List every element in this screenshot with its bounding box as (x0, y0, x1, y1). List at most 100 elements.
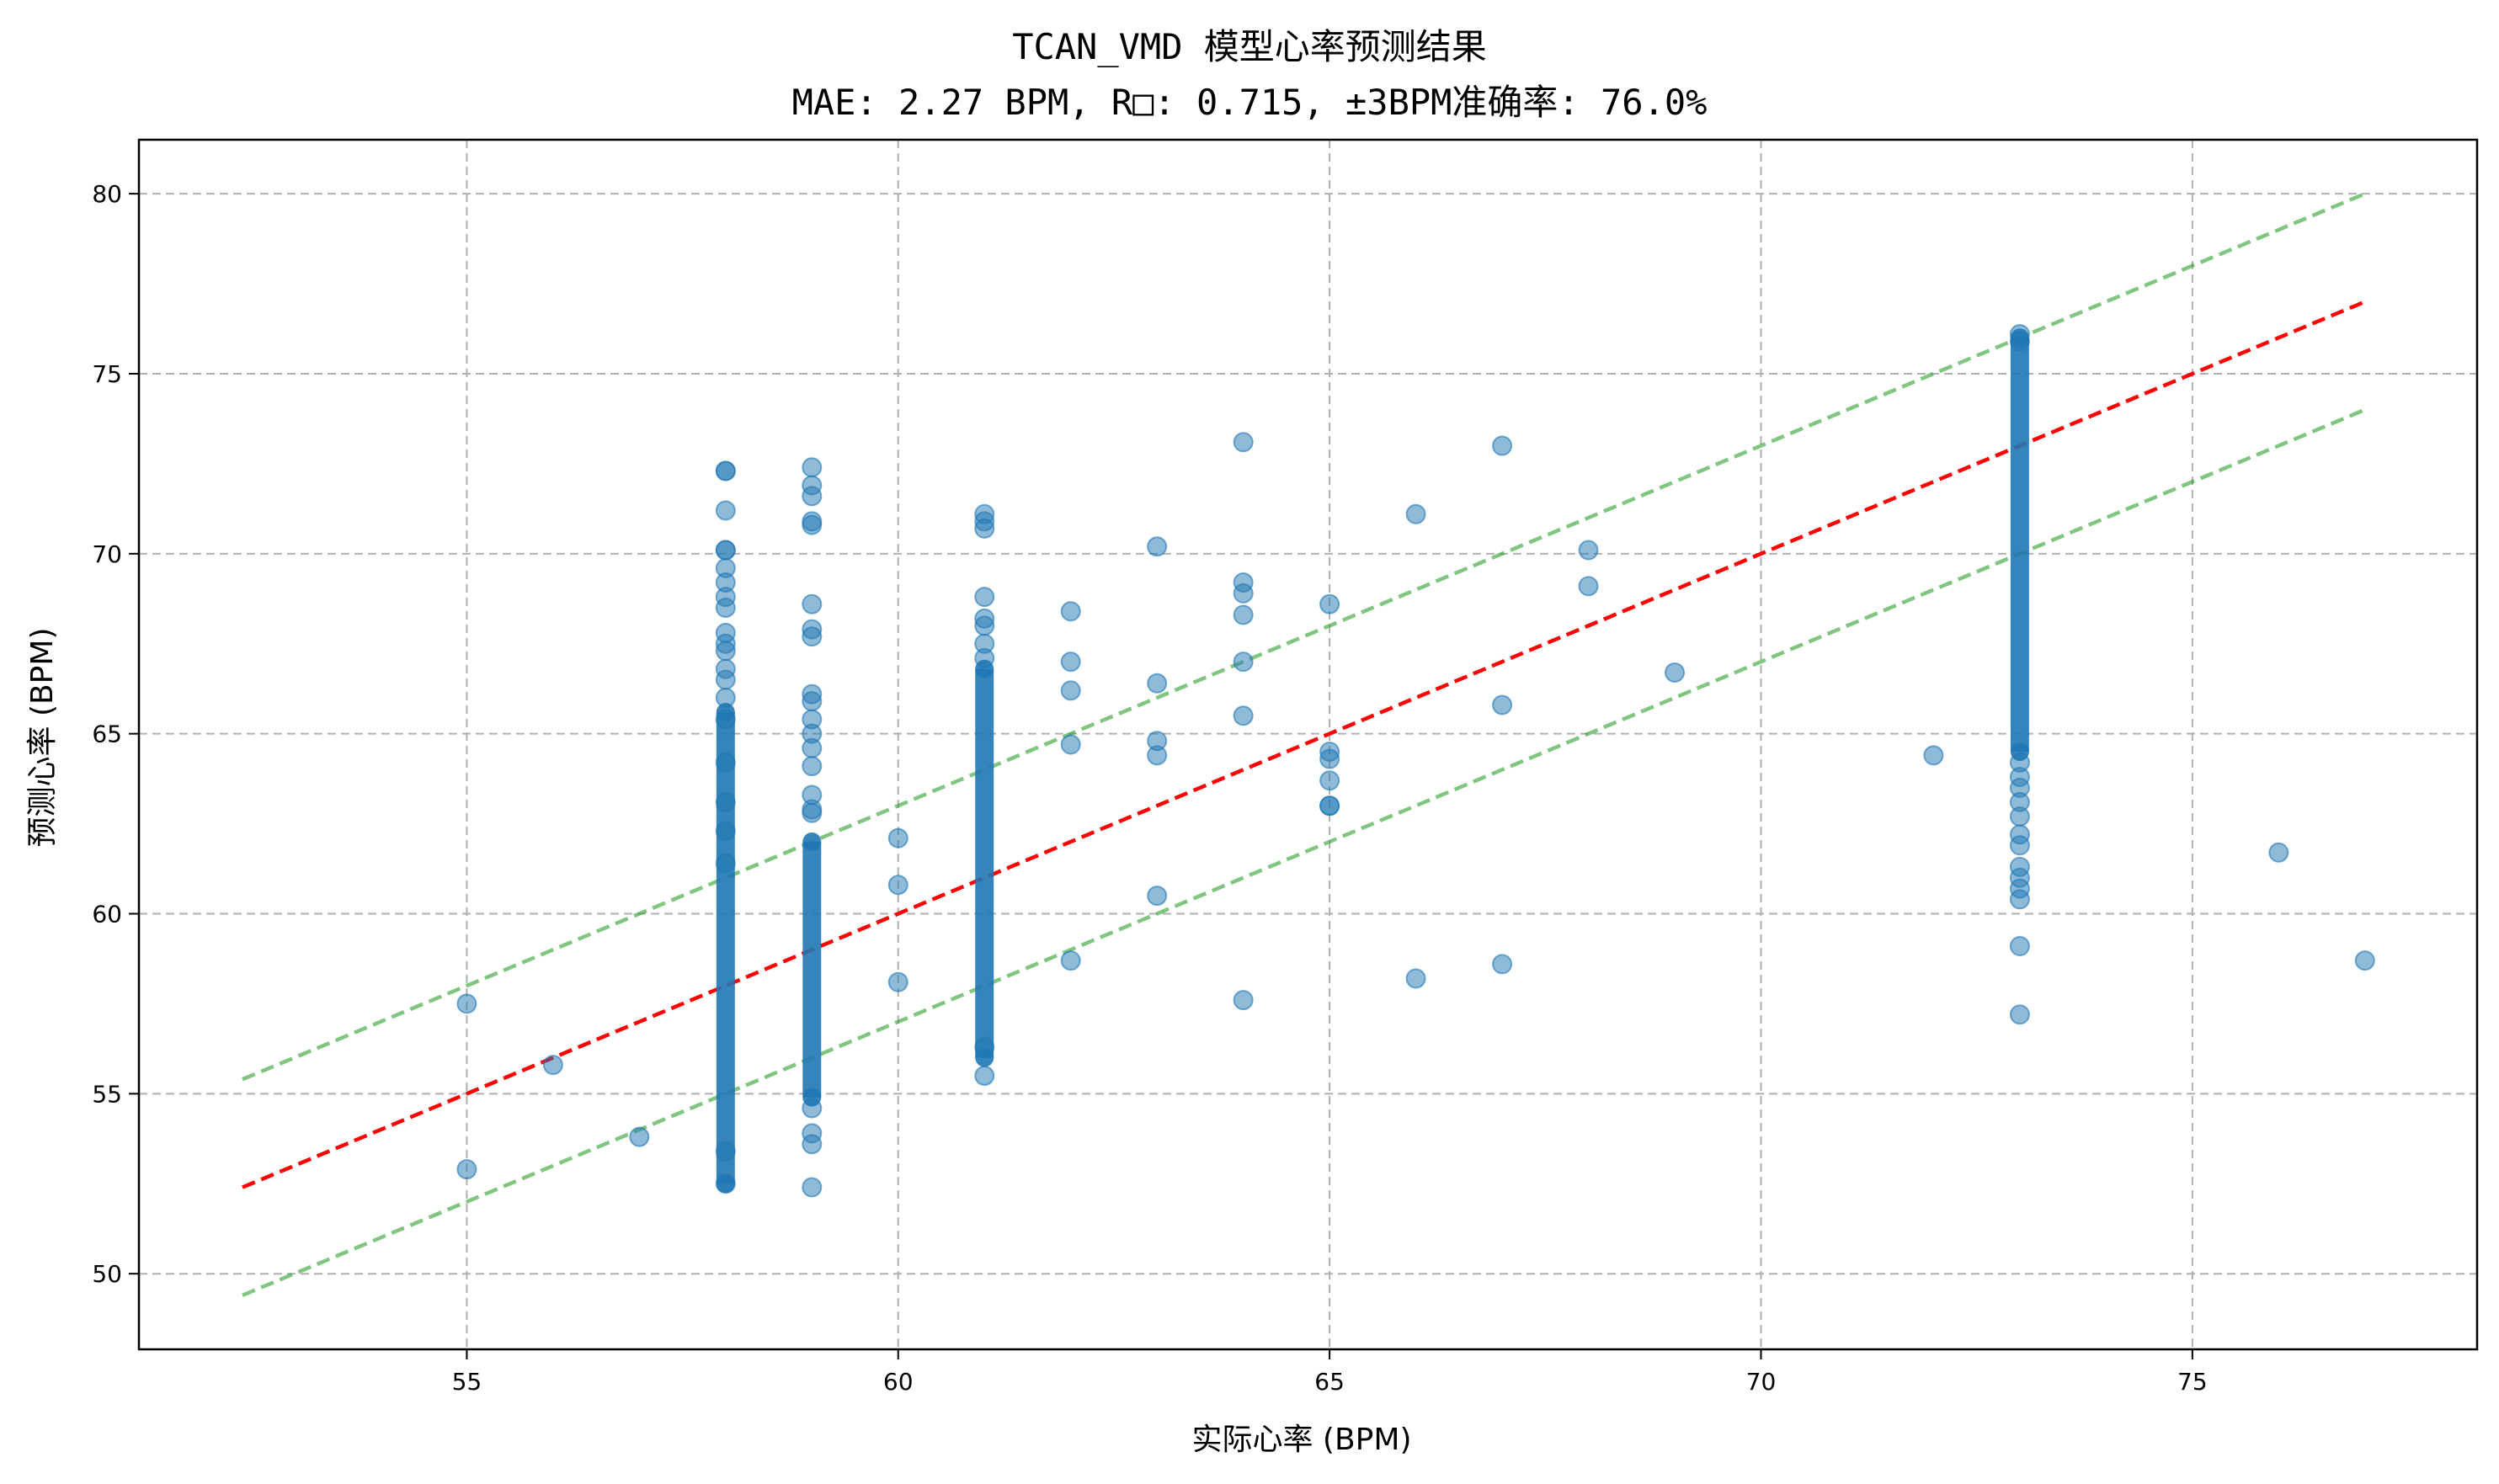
data-point (887, 827, 908, 848)
data-point (2009, 1004, 2030, 1025)
data-point (1492, 435, 1513, 456)
y-tick-label: 70 (92, 540, 122, 568)
data-point (715, 1141, 736, 1162)
data-point (715, 597, 736, 618)
data-point (974, 1036, 995, 1057)
data-point (715, 1173, 736, 1194)
data-point (802, 457, 823, 478)
data-point (542, 1055, 563, 1076)
data-point (456, 993, 477, 1014)
data-point (2268, 842, 2289, 863)
y-tick-label: 65 (92, 721, 122, 748)
data-point (1233, 705, 1254, 726)
data-point (802, 802, 823, 823)
data-point (629, 1126, 650, 1147)
data-point (715, 791, 736, 812)
data-point (715, 709, 736, 730)
data-point (715, 853, 736, 874)
dense-point-column (716, 712, 735, 1184)
data-point (1578, 540, 1599, 561)
data-point (802, 691, 823, 712)
data-point (1060, 601, 1081, 622)
data-point (1060, 950, 1081, 971)
data-point (974, 1065, 995, 1086)
data-point (456, 1159, 477, 1180)
data-point (974, 647, 995, 668)
data-point (802, 756, 823, 777)
x-tick-label: 70 (1746, 1368, 1777, 1396)
data-point (1405, 968, 1426, 989)
data-point (1319, 770, 1340, 791)
data-point (715, 752, 736, 773)
y-tick-label: 80 (92, 180, 122, 208)
ideal-line (242, 300, 2366, 1189)
data-point (715, 821, 736, 842)
reference-lines (242, 192, 2366, 1297)
y-axis-label: 预测心率 (BPM) (25, 627, 60, 847)
data-point (715, 500, 736, 521)
data-point (1578, 576, 1599, 597)
data-point (2009, 806, 2030, 827)
data-point (1147, 745, 1168, 766)
data-point (715, 460, 736, 481)
data-point (802, 737, 823, 758)
y-tick-label: 75 (92, 360, 122, 388)
data-point (1233, 582, 1254, 604)
y-tick-label: 55 (92, 1080, 122, 1108)
data-point (1923, 745, 1944, 766)
data-point (1233, 990, 1254, 1011)
x-tick-label: 75 (2177, 1368, 2208, 1396)
dense-point-column (975, 668, 994, 1058)
data-point (1147, 536, 1168, 557)
x-tick-label: 60 (883, 1368, 914, 1396)
data-point (802, 1098, 823, 1119)
data-point (802, 514, 823, 535)
data-point (887, 971, 908, 992)
data-point (802, 1177, 823, 1198)
data-point (715, 641, 736, 662)
y-axis-ticks: 50 55 60 65 70 75 80 (92, 180, 139, 1288)
data-point (974, 518, 995, 539)
data-point (2354, 950, 2375, 971)
data-point (715, 687, 736, 708)
data-point (1405, 503, 1426, 524)
x-tick-label: 65 (1314, 1368, 1345, 1396)
lower-band-line (242, 407, 2366, 1297)
data-points (456, 323, 2375, 1198)
data-point (1147, 886, 1168, 907)
data-point (2009, 936, 2030, 956)
data-point (1060, 680, 1081, 701)
data-point (974, 587, 995, 608)
x-tick-label: 55 (452, 1368, 482, 1396)
plot-area-frame (137, 138, 2479, 1351)
data-point (802, 1134, 823, 1155)
upper-band-line (242, 192, 2366, 1082)
data-point (802, 832, 822, 851)
data-point (1492, 954, 1513, 975)
data-point (715, 669, 736, 690)
x-axis-ticks: 55 60 65 70 75 (452, 1349, 2208, 1396)
data-point (1233, 604, 1254, 625)
dense-point-column (2010, 338, 2029, 753)
y-tick-label: 50 (92, 1260, 122, 1288)
data-point (1319, 795, 1340, 816)
data-point (1319, 748, 1340, 769)
chart-subtitle: MAE: 2.27 BPM, R□: 0.715, ±3BPM准确率: 76.0… (792, 82, 1708, 123)
data-point (1665, 662, 1686, 683)
data-point (802, 626, 823, 647)
data-point (1492, 694, 1513, 715)
data-point (1319, 593, 1340, 614)
y-tick-label: 60 (92, 901, 122, 928)
data-point (2009, 889, 2030, 910)
data-point (974, 615, 995, 636)
data-point (2009, 835, 2030, 856)
data-point (802, 486, 823, 507)
dense-point-column (802, 841, 822, 1098)
data-point (1233, 432, 1254, 453)
data-point (1147, 673, 1168, 694)
data-point (802, 593, 823, 614)
data-point (1060, 652, 1081, 673)
data-point (1060, 734, 1081, 755)
data-point (2009, 331, 2030, 352)
